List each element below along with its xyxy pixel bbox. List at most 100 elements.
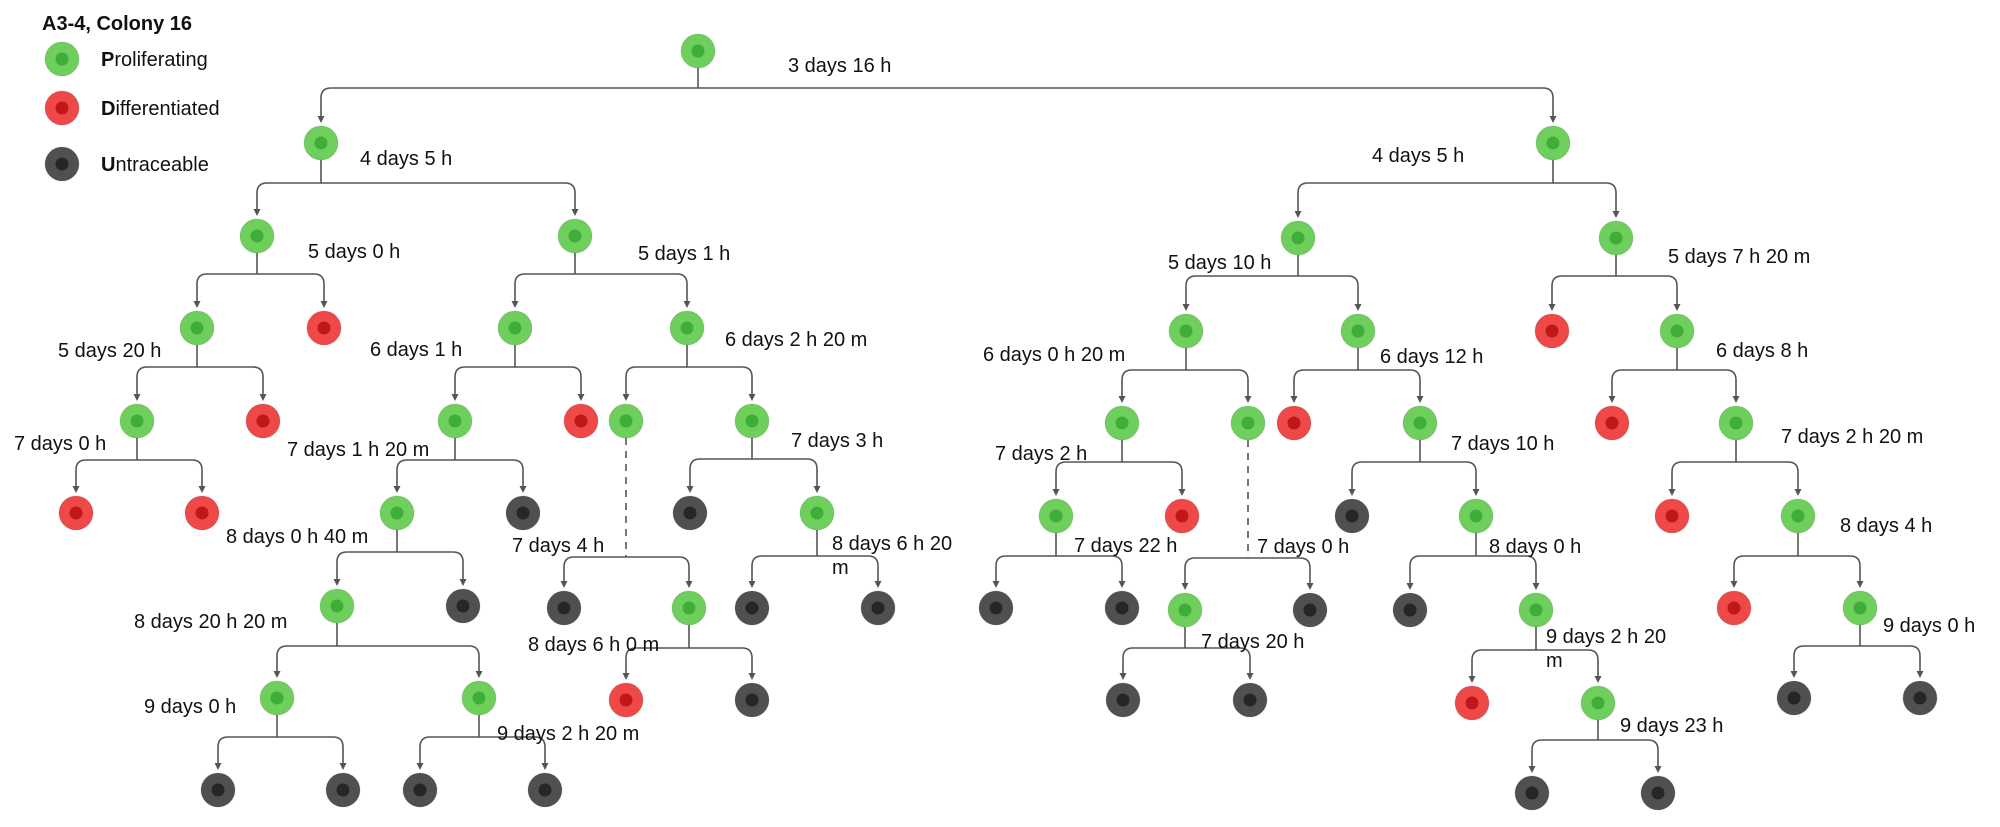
cell-untraceable xyxy=(1776,680,1812,716)
division-time-label: 5 days 20 h xyxy=(58,340,161,362)
cell-untraceable xyxy=(325,772,361,808)
proliferating-cell-nucleus xyxy=(568,229,582,243)
untraceable-cell-nucleus xyxy=(1525,786,1539,800)
division-n60 xyxy=(1608,348,1740,403)
division-n40 xyxy=(1181,440,1314,590)
proliferating-cell-nucleus xyxy=(250,229,264,243)
cell-proliferating xyxy=(319,588,355,624)
division-n13 xyxy=(393,438,527,493)
arrowhead xyxy=(686,486,694,493)
division-n52 xyxy=(1406,533,1540,590)
division-time-label: 6 days 0 h 20 m xyxy=(983,344,1125,366)
cell-untraceable xyxy=(1292,592,1328,628)
division-time-label-line: m xyxy=(832,557,849,579)
untraceable-cell-nucleus xyxy=(1303,603,1317,617)
division-n15 xyxy=(333,530,467,586)
untraceable-cell-nucleus xyxy=(745,601,759,615)
cell-differentiated xyxy=(1594,405,1630,441)
arrowhead xyxy=(339,763,347,770)
untraceable-cell-nucleus xyxy=(557,601,571,615)
proliferating-cell-nucleus xyxy=(1469,509,1483,523)
division-time-label-line: 7 days 0 h xyxy=(1257,536,1349,558)
division-time-label: 8 days 6 h 20 m xyxy=(832,533,952,579)
division-time-label: 7 days 3 h xyxy=(791,430,883,452)
branch-to-n4 xyxy=(321,182,576,210)
division-time-label-line: 7 days 0 h xyxy=(14,433,106,455)
arrowhead xyxy=(1668,489,1676,496)
untraceable-cell-nucleus xyxy=(683,506,697,520)
branch-to-n7 xyxy=(136,366,197,395)
proliferating-cell-nucleus xyxy=(190,321,204,335)
division-n54 xyxy=(1468,627,1602,683)
division-time-label: 8 days 20 h 20 m xyxy=(134,611,287,633)
legend-differentiated-label: Differentiated xyxy=(101,98,220,120)
differentiated-cell-nucleus xyxy=(1605,416,1619,430)
division-time-label-line: 9 days 2 h 20 xyxy=(1546,626,1666,648)
division-n41 xyxy=(992,533,1126,588)
legend-proliferating-initial: P xyxy=(101,49,114,71)
arrowhead xyxy=(1730,581,1738,588)
arrowhead xyxy=(874,581,882,588)
branch-to-n56 xyxy=(1536,649,1599,677)
arrowhead xyxy=(748,673,756,680)
proliferating-cell-nucleus xyxy=(314,136,328,150)
untraceable-cell-nucleus xyxy=(336,783,350,797)
cell-differentiated xyxy=(1454,685,1490,721)
differentiated-cell-nucleus xyxy=(195,506,209,520)
differentiated-cell-nucleus xyxy=(619,693,633,707)
cell-proliferating xyxy=(119,403,155,439)
division-time-label-line: 7 days 2 h 20 m xyxy=(1781,426,1923,448)
branch-to-n39 xyxy=(1121,369,1186,397)
arrowhead xyxy=(1549,116,1557,123)
branch-to-n30 xyxy=(689,647,753,674)
arrowhead xyxy=(317,116,325,123)
legend-proliferating-cell-icon xyxy=(44,41,80,77)
division-time-label-line: 5 days 20 h xyxy=(58,340,161,362)
differentiated-cell-nucleus xyxy=(317,321,331,335)
division-n11 xyxy=(451,345,585,401)
division-time-label-line: 9 days 0 h xyxy=(144,696,236,718)
division-time-label-line: 9 days 0 h xyxy=(1883,615,1975,637)
division-time-label: 7 days 4 h xyxy=(512,535,604,557)
division-n19 xyxy=(214,715,347,770)
arrowhead xyxy=(1594,676,1602,683)
untraceable-cell-nucleus xyxy=(1913,691,1927,705)
division-n12 xyxy=(622,345,756,401)
differentiated-cell-nucleus xyxy=(574,414,588,428)
proliferating-cell-nucleus xyxy=(390,506,404,520)
proliferating-cell-nucleus xyxy=(1591,696,1605,710)
cell-untraceable xyxy=(672,495,708,531)
proliferating-cell-nucleus xyxy=(1546,136,1560,150)
arrowhead xyxy=(992,581,1000,588)
cell-proliferating xyxy=(461,680,497,716)
arrowhead xyxy=(1290,396,1298,403)
proliferating-cell-nucleus xyxy=(682,601,696,615)
cell-proliferating xyxy=(1659,313,1695,349)
arrowhead xyxy=(1472,489,1480,496)
proliferating-cell-nucleus xyxy=(1179,324,1193,338)
untraceable-cell-nucleus xyxy=(1345,509,1359,523)
cell-proliferating xyxy=(734,403,770,439)
cell-untraceable xyxy=(1334,498,1370,534)
branch-to-n31 xyxy=(689,458,752,487)
differentiated-cell-nucleus xyxy=(1727,601,1741,615)
cell-proliferating xyxy=(379,495,415,531)
arrowhead xyxy=(273,671,281,678)
cell-differentiated xyxy=(1164,498,1200,534)
cell-differentiated xyxy=(58,495,94,531)
cell-proliferating xyxy=(437,403,473,439)
branch-to-n49 xyxy=(1293,369,1358,397)
division-time-label-line: 7 days 10 h xyxy=(1451,433,1554,455)
cell-proliferating xyxy=(671,590,707,626)
branch-to-n63 xyxy=(1671,461,1736,490)
arrowhead xyxy=(1790,671,1798,678)
proliferating-cell-nucleus xyxy=(1853,601,1867,615)
differentiated-cell-nucleus xyxy=(1545,324,1559,338)
arrowhead xyxy=(72,486,80,493)
proliferating-cell-nucleus xyxy=(330,599,344,613)
proliferating-cell-nucleus xyxy=(1670,324,1684,338)
arrowhead xyxy=(475,671,483,678)
division-time-label: 6 days 8 h xyxy=(1716,340,1808,362)
branch-to-n46 xyxy=(1248,557,1311,584)
